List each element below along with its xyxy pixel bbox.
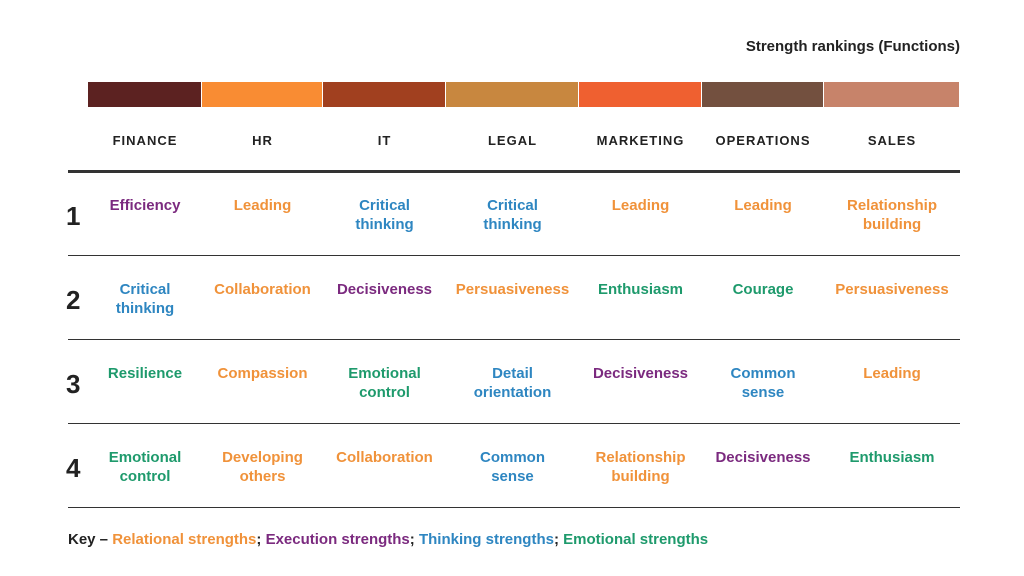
strength: Courage (732, 281, 794, 298)
strength: Collaboration (214, 281, 311, 298)
header-rule (68, 170, 960, 173)
key-item: Relational strengths (112, 531, 257, 548)
strength: Enthusiasm (849, 449, 935, 466)
key-item: Thinking strengths (418, 531, 554, 548)
strength: Persuasiveness (455, 281, 570, 298)
strength: Collaboration (336, 449, 433, 466)
column-header: MARKETING (596, 133, 685, 148)
key-label: Key – (68, 531, 109, 548)
strength: Critical thinking (115, 281, 175, 317)
strength: Persuasiveness (835, 281, 949, 298)
column-header: IT (377, 133, 392, 148)
color-bar (323, 82, 445, 107)
color-bar (202, 82, 322, 107)
strength: Detail orientation (473, 365, 552, 401)
strength: Leading (734, 197, 792, 214)
row-rule (68, 255, 960, 256)
strength: Relationship building (846, 197, 938, 233)
key-item: Emotional strengths (563, 531, 709, 548)
color-bar (446, 82, 578, 107)
strength: Leading (863, 365, 921, 382)
rank: 1 (66, 201, 81, 231)
color-bar (88, 82, 201, 107)
strength: Decisiveness (715, 449, 811, 466)
key-item: Execution strengths (265, 531, 410, 548)
column-header: LEGAL (487, 133, 538, 148)
strength: Critical thinking (355, 197, 414, 233)
color-bar (579, 82, 701, 107)
strength: Resilience (107, 365, 183, 382)
color-bar (702, 82, 823, 107)
strength: Efficiency (109, 197, 181, 214)
strength: Emotional control (348, 365, 421, 401)
key: Key – Relational strengths; Execution st… (68, 531, 708, 548)
column-header: HR (252, 133, 273, 148)
strength: Decisiveness (336, 281, 433, 298)
column-header: SALES (867, 133, 917, 148)
column-header: FINANCE (112, 133, 178, 148)
strength: Critical thinking (483, 197, 542, 233)
color-bar (824, 82, 959, 107)
strength: Leading (611, 197, 670, 214)
key-separator: ; (409, 531, 415, 548)
strength: Common sense (480, 449, 545, 485)
strength: Decisiveness (592, 365, 689, 382)
strength: Common sense (730, 365, 796, 401)
strength: Developing others (222, 449, 303, 485)
row-rule (68, 339, 960, 340)
strength: Leading (233, 197, 292, 214)
key-separator: ; (553, 531, 559, 548)
key-separator: ; (256, 531, 262, 548)
strength: Relationship building (595, 449, 686, 485)
row-rule (68, 507, 960, 508)
title: Strength rankings (Functions) (745, 38, 960, 55)
strength: Enthusiasm (597, 281, 684, 298)
row-rule (68, 423, 960, 424)
rank: 3 (66, 369, 81, 399)
column-header: OPERATIONS (715, 133, 811, 148)
strength: Compassion (217, 365, 308, 382)
rank: 4 (66, 453, 81, 483)
rank: 2 (66, 285, 81, 315)
strength: Emotional control (108, 449, 182, 485)
